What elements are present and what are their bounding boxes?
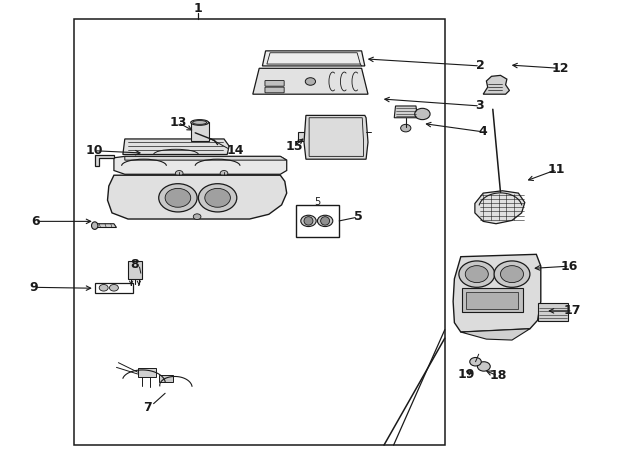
Bar [298, 132, 317, 141]
Circle shape [165, 188, 191, 207]
Ellipse shape [92, 222, 98, 229]
Circle shape [494, 261, 530, 287]
Text: 1: 1 [194, 2, 203, 15]
Polygon shape [461, 329, 530, 340]
Text: 5: 5 [314, 196, 321, 207]
Circle shape [109, 284, 118, 291]
Polygon shape [475, 191, 525, 224]
Polygon shape [483, 75, 509, 94]
Text: 2: 2 [476, 59, 484, 73]
Text: 12: 12 [551, 62, 569, 75]
Circle shape [99, 284, 108, 291]
Text: 5: 5 [354, 210, 363, 223]
Text: 17: 17 [564, 304, 582, 317]
Bar [128, 261, 142, 279]
Text: 19: 19 [457, 368, 475, 381]
Polygon shape [108, 175, 287, 219]
Circle shape [477, 362, 490, 371]
Circle shape [159, 184, 197, 212]
Text: 9: 9 [29, 281, 38, 294]
Ellipse shape [304, 217, 313, 225]
Circle shape [459, 261, 495, 287]
Ellipse shape [191, 120, 209, 125]
Polygon shape [304, 115, 368, 159]
Polygon shape [453, 254, 541, 332]
Bar [138, 368, 156, 377]
Polygon shape [114, 156, 287, 174]
Circle shape [175, 171, 183, 176]
Text: 8: 8 [130, 258, 139, 271]
Bar [95, 283, 133, 293]
Bar [466, 292, 518, 309]
Bar [462, 288, 523, 312]
Polygon shape [394, 106, 417, 118]
Circle shape [198, 184, 237, 212]
Bar [159, 375, 173, 382]
Polygon shape [125, 156, 287, 160]
Polygon shape [123, 139, 229, 154]
Circle shape [470, 357, 481, 366]
Ellipse shape [321, 217, 330, 225]
Bar [191, 122, 209, 141]
Polygon shape [95, 155, 114, 166]
Text: 16: 16 [561, 260, 579, 273]
Text: 4: 4 [479, 125, 488, 138]
Polygon shape [253, 68, 368, 94]
Circle shape [500, 266, 524, 283]
Circle shape [305, 78, 316, 85]
Circle shape [301, 215, 316, 227]
Polygon shape [262, 51, 365, 66]
Circle shape [401, 124, 411, 132]
Text: 7: 7 [143, 401, 152, 414]
Circle shape [317, 215, 333, 227]
Circle shape [193, 214, 201, 219]
FancyBboxPatch shape [265, 81, 284, 86]
Circle shape [220, 171, 228, 176]
Bar [296, 205, 339, 237]
Polygon shape [95, 224, 116, 227]
Circle shape [465, 266, 488, 283]
Bar [74, 19, 445, 445]
Text: 13: 13 [169, 116, 187, 129]
Text: 14: 14 [227, 144, 244, 157]
Text: 18: 18 [489, 369, 507, 382]
Circle shape [205, 188, 230, 207]
Circle shape [415, 108, 430, 120]
Text: 3: 3 [476, 99, 484, 113]
Text: 10: 10 [85, 144, 103, 157]
FancyBboxPatch shape [265, 87, 284, 93]
Text: 15: 15 [285, 139, 303, 153]
Text: 6: 6 [31, 215, 40, 228]
Text: 11: 11 [548, 163, 566, 176]
Bar [538, 303, 568, 321]
